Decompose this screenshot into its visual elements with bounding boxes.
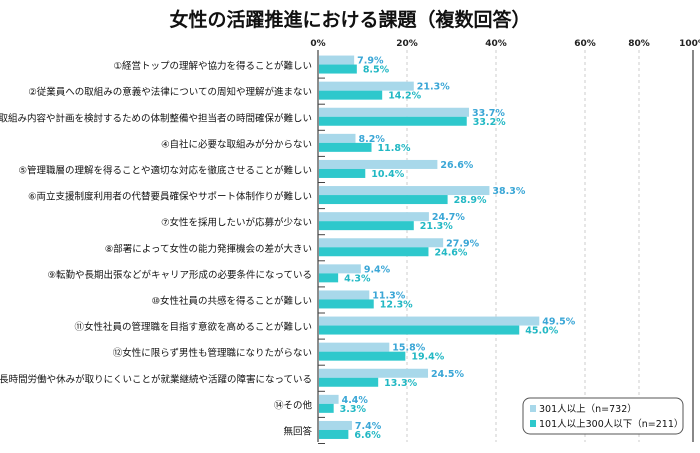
bar-301 (319, 316, 540, 326)
bar-301 (319, 238, 444, 248)
data-label: 11.3% (372, 290, 405, 301)
data-label: 10.4% (371, 169, 404, 180)
bar-101 (319, 299, 374, 309)
category-label: 無回答 (283, 425, 312, 437)
category-label: ⑥両立支援制度利用者の代替要員確保やサポート体制作りが難しい (28, 191, 312, 203)
data-label: 24.7% (432, 212, 465, 223)
category-label: ⑧部署によって女性の能力発揮機会の差が大きい (105, 243, 312, 255)
bar-101 (319, 377, 379, 387)
data-label: 8.2% (358, 134, 385, 145)
category-label: ⑬長時間労働や休みが取りにくいことが就業継続や活躍の障害になっている (0, 373, 312, 385)
data-label: 24.5% (431, 369, 464, 380)
bar-101 (319, 116, 467, 126)
data-label: 12.3% (380, 299, 413, 310)
category-label: ⑭その他 (274, 399, 313, 411)
legend: 301人以上（n=732） 101人以上300人以下（n=211） (522, 397, 684, 435)
data-label: 11.8% (378, 143, 411, 154)
category-label: ④自社に必要な取組みが分からない (161, 138, 312, 150)
data-label: 6.6% (354, 430, 381, 441)
bar-301 (319, 264, 361, 274)
bar-301 (319, 368, 429, 378)
bar-101 (319, 429, 349, 439)
data-label: 21.3% (420, 221, 453, 232)
tick-label: 100% (679, 39, 700, 49)
category-label: ①経営トップの理解や協力を得ることが難しい (113, 60, 312, 72)
data-label: 3.3% (340, 404, 367, 415)
data-label: 8.5% (363, 65, 390, 76)
chart-title: 女性の活躍推進における課題（複数回答） (169, 8, 530, 31)
data-label: 33.2% (473, 117, 506, 128)
bar-301 (319, 159, 438, 169)
bar-301 (319, 394, 339, 404)
bar-101 (319, 273, 339, 283)
data-label: 26.6% (440, 160, 473, 171)
category-label: ⑪女性社員の管理職を目指す意欲を高めることが難しい (74, 321, 312, 333)
data-label: 4.3% (344, 273, 371, 284)
data-label: 4.4% (342, 395, 369, 406)
bar-101 (319, 90, 383, 100)
bar-101 (319, 221, 414, 231)
data-label: 14.2% (388, 91, 421, 102)
tick-label: 0% (310, 39, 325, 49)
legend-label-301: 301人以上（n=732） (539, 403, 637, 415)
bar-101 (319, 195, 448, 205)
bar-101 (319, 64, 357, 74)
legend-label-101: 101人以上300人以下（n=211） (539, 418, 683, 430)
data-label: 15.8% (392, 343, 425, 354)
bar-301 (319, 290, 370, 300)
data-label: 19.4% (411, 352, 444, 363)
category-label: ⑤管理職層の理解を得ることや適切な対応を徹底させることが難しい (18, 164, 312, 176)
bar-101 (319, 325, 520, 335)
data-label: 38.3% (492, 186, 525, 197)
tick-label: 60% (574, 39, 596, 49)
tick-label: 40% (485, 39, 507, 49)
bar-301 (319, 212, 429, 222)
category-label: ⑩女性社員の共感を得ることが難しい (151, 295, 312, 307)
data-label: 21.3% (417, 82, 450, 93)
bar-101 (319, 168, 366, 178)
tick-label: 80% (628, 39, 650, 49)
legend-swatch-301 (530, 405, 536, 412)
category-label: ⑨転勤や長期出張などがキャリア形成の必要条件になっている (47, 269, 312, 281)
bar-101 (319, 247, 429, 257)
data-label: 7.4% (355, 421, 382, 432)
bar-301 (319, 107, 469, 117)
bar-101 (319, 142, 372, 152)
data-label: 49.5% (542, 317, 575, 328)
bar-301 (319, 55, 355, 65)
category-label: ③取組み内容や計画を検討するための体制整備や担当者の時間確保が難しい (0, 112, 312, 124)
bar-301 (319, 420, 352, 430)
data-label: 33.7% (472, 108, 505, 119)
bar-301 (319, 186, 490, 196)
data-label: 13.3% (384, 378, 417, 389)
bar-301 (319, 133, 356, 143)
data-label: 7.9% (357, 56, 384, 67)
data-label: 9.4% (364, 264, 391, 275)
bar-101 (319, 403, 334, 413)
category-label: ②従業員への取組みの意義や法律についての周知や理解が進まない (28, 86, 312, 98)
data-label: 28.9% (454, 195, 487, 206)
category-label: ⑫女性に限らず男性も管理職になりたがらない (113, 347, 312, 359)
data-label: 24.6% (434, 247, 467, 258)
bar-301 (319, 342, 390, 352)
tick-label: 20% (396, 39, 418, 49)
legend-swatch-101 (530, 420, 536, 427)
bar-301 (319, 81, 414, 91)
data-label: 45.0% (525, 326, 558, 337)
category-label: ⑦女性を採用したいが応募が少ない (161, 217, 312, 229)
bar-101 (319, 351, 406, 361)
data-label: 27.9% (446, 238, 479, 249)
